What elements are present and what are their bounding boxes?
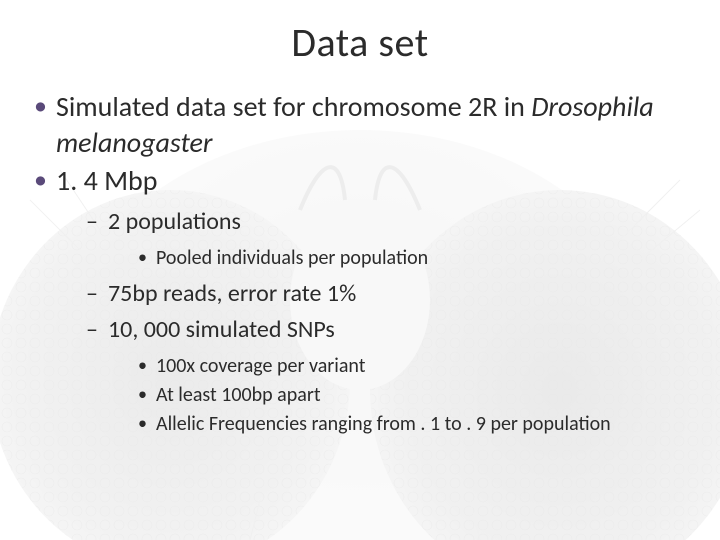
bullet-text: 100x coverage per variant xyxy=(156,354,365,378)
bullet-list-level2: 2 populations Pooled individuals per pop… xyxy=(56,206,692,437)
bullet-text: 75bp reads, error rate 1% xyxy=(108,279,356,308)
bullet-text: Simulated data set for chromosome 2R in xyxy=(56,89,531,124)
slide-content: Data set Simulated data set for chromoso… xyxy=(0,0,720,438)
bullet-text: Pooled individuals per population xyxy=(156,246,428,270)
bullet-text: 2 populations xyxy=(108,207,241,236)
bullet-l2-item: 10, 000 simulated SNPs 100x coverage per… xyxy=(86,314,692,437)
bullet-l3-item: Allelic Frequencies ranging from . 1 to … xyxy=(136,411,692,438)
bullet-l2-item: 75bp reads, error rate 1% xyxy=(86,278,692,310)
bullet-list-level3: 100x coverage per variant At least 100bp… xyxy=(108,353,692,438)
bullet-text: At least 100bp apart xyxy=(156,383,321,407)
bullet-l1-item: Simulated data set for chromosome 2R in … xyxy=(28,89,692,161)
bullet-l3-item: 100x coverage per variant xyxy=(136,353,692,380)
bullet-text: 1. 4 Mbp xyxy=(56,163,157,198)
bullet-text: Allelic Frequencies ranging from . 1 to … xyxy=(156,412,611,436)
bullet-l1-item: 1. 4 Mbp 2 populations Pooled individual… xyxy=(28,163,692,438)
bullet-text: 10, 000 simulated SNPs xyxy=(108,315,335,344)
bullet-l3-item: At least 100bp apart xyxy=(136,382,692,409)
bullet-l2-item: 2 populations Pooled individuals per pop… xyxy=(86,206,692,271)
bullet-list-level1: Simulated data set for chromosome 2R in … xyxy=(28,89,692,438)
bullet-l3-item: Pooled individuals per population xyxy=(136,245,692,272)
bullet-list-level3: Pooled individuals per population xyxy=(108,245,692,272)
slide-title: Data set xyxy=(28,18,692,67)
